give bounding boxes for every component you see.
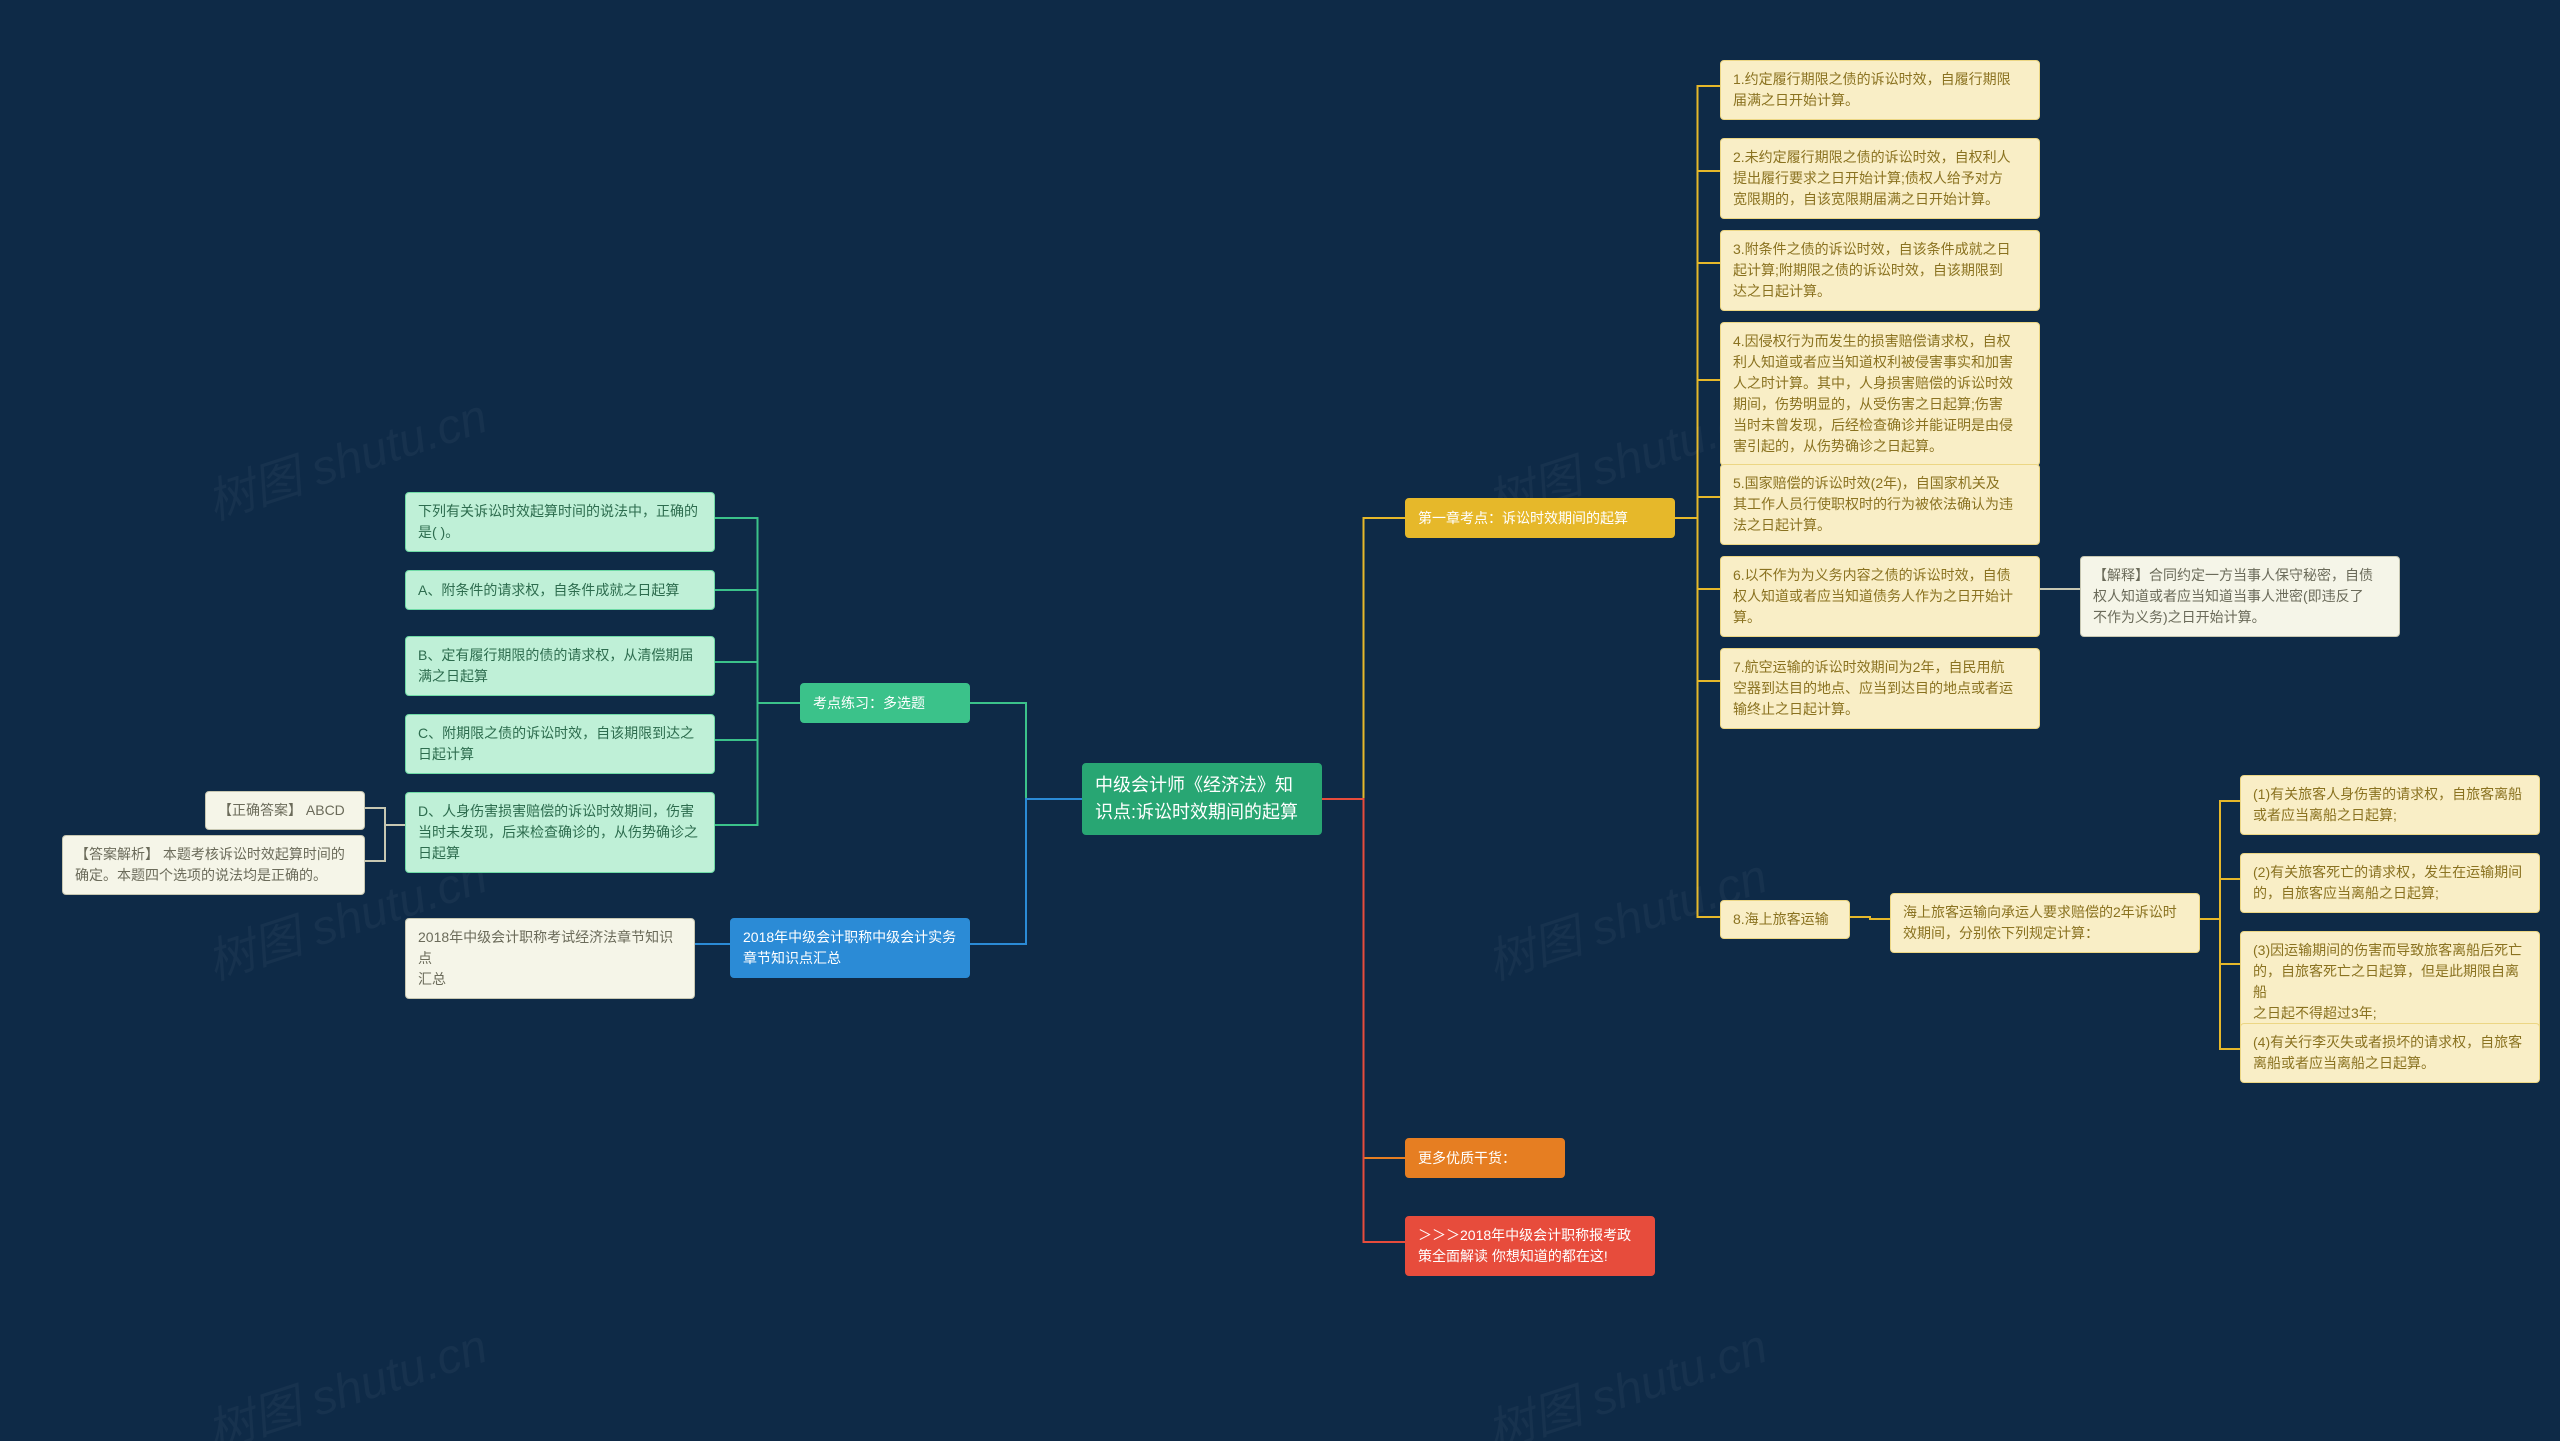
branch-L1[interactable]: 考点练习：多选题 — [800, 683, 970, 723]
node-R1h2[interactable]: (2)有关旅客死亡的请求权，发生在运输期间 的，自旅客应当离船之日起算; — [2240, 853, 2540, 913]
node-L1a[interactable]: 下列有关诉讼时效起算时间的说法中，正确的 是( )。 — [405, 492, 715, 552]
node-R1b[interactable]: 2.未约定履行期限之债的诉讼时效，自权利人 提出履行要求之日开始计算;债权人给予… — [1720, 138, 2040, 219]
node-L2a[interactable]: 2018年中级会计职称考试经济法章节知识点 汇总 — [405, 918, 695, 999]
node-R1a[interactable]: 1.约定履行期限之债的诉讼时效，自履行期限 届满之日开始计算。 — [1720, 60, 2040, 120]
node-L1e1[interactable]: 【正确答案】 ABCD — [205, 791, 365, 830]
branch-R2[interactable]: 更多优质干货： — [1405, 1138, 1565, 1178]
diagram-layer: 树图 shutu.cn树图 shutu.cn树图 shutu.cn树图 shut… — [0, 0, 2560, 1441]
branch-R1[interactable]: 第一章考点：诉讼时效期间的起算 — [1405, 498, 1675, 538]
node-R1f[interactable]: 6.以不作为为义务内容之债的诉讼时效，自债 权人知道或者应当知道债务人作为之日开… — [1720, 556, 2040, 637]
node-R1e[interactable]: 5.国家赔偿的诉讼时效(2年)，自国家机关及 其工作人员行使职权时的行为被依法确… — [1720, 464, 2040, 545]
node-R1g[interactable]: 7.航空运输的诉讼时效期间为2年，自民用航 空器到达目的地点、应当到达目的地点或… — [1720, 648, 2040, 729]
node-R1c[interactable]: 3.附条件之债的诉讼时效，自该条件成就之日 起计算;附期限之债的诉讼时效，自该期… — [1720, 230, 2040, 311]
node-R1d[interactable]: 4.因侵权行为而发生的损害赔偿请求权，自权 利人知道或者应当知道权利被侵害事实和… — [1720, 322, 2040, 466]
node-R1h3[interactable]: (3)因运输期间的伤害而导致旅客离船后死亡 的，自旅客死亡之日起算，但是此期限自… — [2240, 931, 2540, 1033]
node-L1b[interactable]: A、附条件的请求权，自条件成就之日起算 — [405, 570, 715, 610]
node-R1f1[interactable]: 【解释】合同约定一方当事人保守秘密，自债 权人知道或者应当知道当事人泄密(即违反… — [2080, 556, 2400, 637]
node-R1h1[interactable]: (1)有关旅客人身伤害的请求权，自旅客离船 或者应当离船之日起算; — [2240, 775, 2540, 835]
node-R1h4[interactable]: (4)有关行李灭失或者损坏的请求权，自旅客 离船或者应当离船之日起算。 — [2240, 1023, 2540, 1083]
node-L1e2[interactable]: 【答案解析】 本题考核诉讼时效起算时间的 确定。本题四个选项的说法均是正确的。 — [62, 835, 365, 895]
watermark: 树图 shutu.cn — [1476, 1307, 1774, 1441]
watermark: 树图 shutu.cn — [196, 1307, 494, 1441]
node-R1h[interactable]: 8.海上旅客运输 — [1720, 900, 1850, 939]
node-L1c[interactable]: B、定有履行期限的债的请求权，从清偿期届 满之日起算 — [405, 636, 715, 696]
node-R1h_s[interactable]: 海上旅客运输向承运人要求赔偿的2年诉讼时 效期间，分别依下列规定计算： — [1890, 893, 2200, 953]
branch-L2[interactable]: 2018年中级会计职称中级会计实务 章节知识点汇总 — [730, 918, 970, 978]
node-L1d[interactable]: C、附期限之债的诉讼时效，自该期限到达之 日起计算 — [405, 714, 715, 774]
root-node[interactable]: 中级会计师《经济法》知 识点:诉讼时效期间的起算 — [1082, 763, 1322, 835]
node-L1e[interactable]: D、人身伤害损害赔偿的诉讼时效期间，伤害 当时未发现，后来检查确诊的，从伤势确诊… — [405, 792, 715, 873]
branch-R3[interactable]: ＞＞＞2018年中级会计职称报考政 策全面解读 你想知道的都在这! — [1405, 1216, 1655, 1276]
